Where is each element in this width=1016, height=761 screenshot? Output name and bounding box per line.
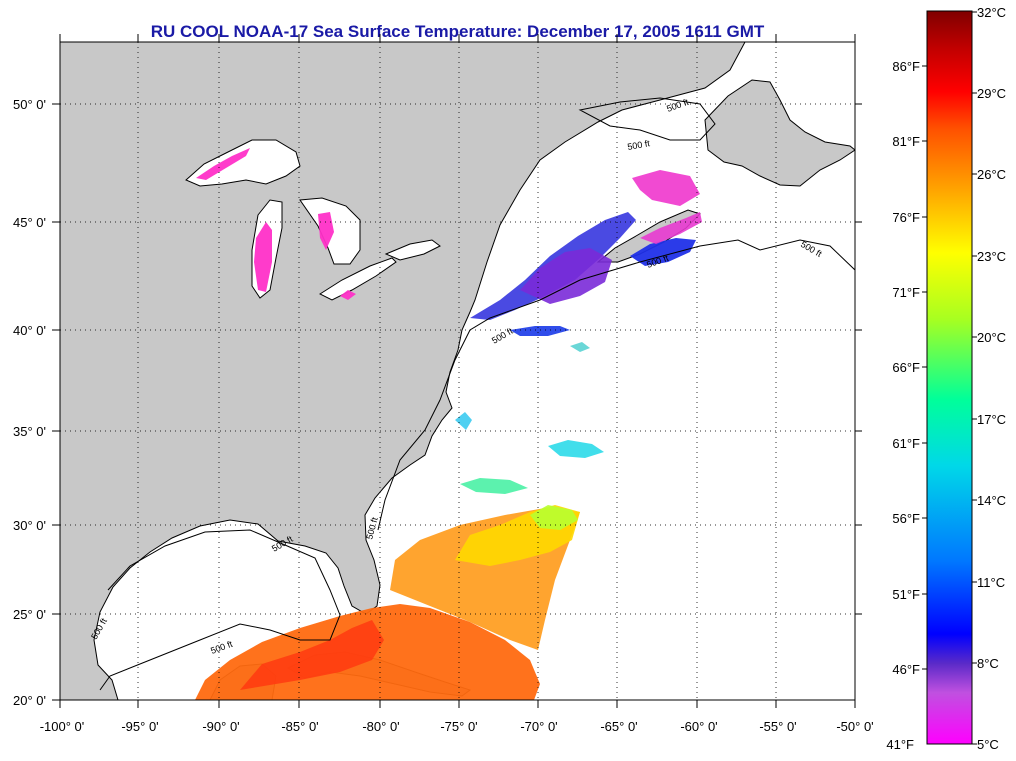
lat-tick-label: 30° 0'	[13, 518, 46, 533]
lat-tick-label: 20° 0'	[13, 693, 46, 708]
colorbar-celsius-label: 29°C	[977, 86, 1006, 101]
sst-purple-gulf-maine	[520, 248, 612, 304]
sst-yellow-green	[530, 505, 578, 530]
lake-ontario	[384, 239, 441, 261]
isobath-label: 500 ft	[627, 138, 651, 152]
sst-magenta-lake-erie	[340, 290, 356, 300]
sst-magenta-lake-michigan	[254, 222, 272, 292]
sst-teal-mid	[570, 342, 590, 352]
lon-tick-label: -90° 0'	[202, 719, 239, 734]
colorbar-celsius-label: 32°C	[977, 5, 1006, 20]
sst-cyan-patch	[548, 440, 604, 458]
lon-tick-label: -50° 0'	[836, 719, 873, 734]
lake-erie	[318, 257, 397, 301]
lon-tick-label: -100° 0'	[40, 719, 85, 734]
lon-tick-label: -80° 0'	[362, 719, 399, 734]
sst-green-patch	[460, 478, 528, 494]
sst-magenta-gulf-stlawrence	[632, 170, 700, 206]
lat-tick-label: 40° 0'	[13, 323, 46, 338]
lat-tick-label: 25° 0'	[13, 607, 46, 622]
sst-magenta-nova-scotia	[640, 212, 702, 244]
lon-tick-label: -75° 0'	[440, 719, 477, 734]
colorbar-celsius-label: 17°C	[977, 412, 1006, 427]
colorbar-fahrenheit-label: 86°F	[892, 59, 920, 74]
colorbar-fahrenheit-label: 46°F	[892, 662, 920, 677]
lon-tick-label: -55° 0'	[759, 719, 796, 734]
lon-tick-label: -85° 0'	[281, 719, 318, 734]
colorbar-celsius-label: 23°C	[977, 249, 1006, 264]
colorbar-celsius-label: 8°C	[977, 656, 999, 671]
colorbar	[926, 10, 973, 745]
colorbar-celsius-label: 5°C	[977, 737, 999, 752]
lon-tick-label: -95° 0'	[121, 719, 158, 734]
lat-tick-label: 45° 0'	[13, 215, 46, 230]
colorbar-fahrenheit-label: 76°F	[892, 210, 920, 225]
newfoundland-land	[704, 79, 855, 187]
sst-warm-red	[240, 620, 384, 690]
sst-data-layer	[195, 148, 702, 700]
map-title: RU COOL NOAA-17 Sea Surface Temperature:…	[150, 22, 765, 41]
colorbar-fahrenheit-label: 51°F	[892, 587, 920, 602]
colorbar-fahrenheit-label: 71°F	[892, 285, 920, 300]
lon-tick-label: -60° 0'	[680, 719, 717, 734]
colorbar-fahrenheit-label: 61°F	[892, 436, 920, 451]
colorbar-celsius-label: 26°C	[977, 167, 1006, 182]
lon-tick-label: -70° 0'	[520, 719, 557, 734]
colorbar-fahrenheit-label: 66°F	[892, 360, 920, 375]
map-frame	[59, 41, 856, 701]
isobath-500ft	[99, 97, 855, 691]
sst-blue-scotian	[630, 238, 696, 266]
sst-blue-georges	[510, 326, 570, 336]
lat-tick-label: 50° 0'	[13, 97, 46, 112]
colorbar-celsius-label: 14°C	[977, 493, 1006, 508]
lat-tick-label: 35° 0'	[13, 424, 46, 439]
colorbar-celsius-label: 20°C	[977, 330, 1006, 345]
colorbar-fahrenheit-label: 56°F	[892, 511, 920, 526]
colorbar-fahrenheit-label: 81°F	[892, 134, 920, 149]
sst-cyan-small	[455, 412, 472, 430]
colorbar-fahrenheit-label: 41°F	[886, 737, 914, 752]
sst-magenta-lake-superior	[196, 148, 250, 180]
lon-tick-label: -65° 0'	[600, 719, 637, 734]
colorbar-celsius-label: 11°C	[977, 575, 1005, 590]
